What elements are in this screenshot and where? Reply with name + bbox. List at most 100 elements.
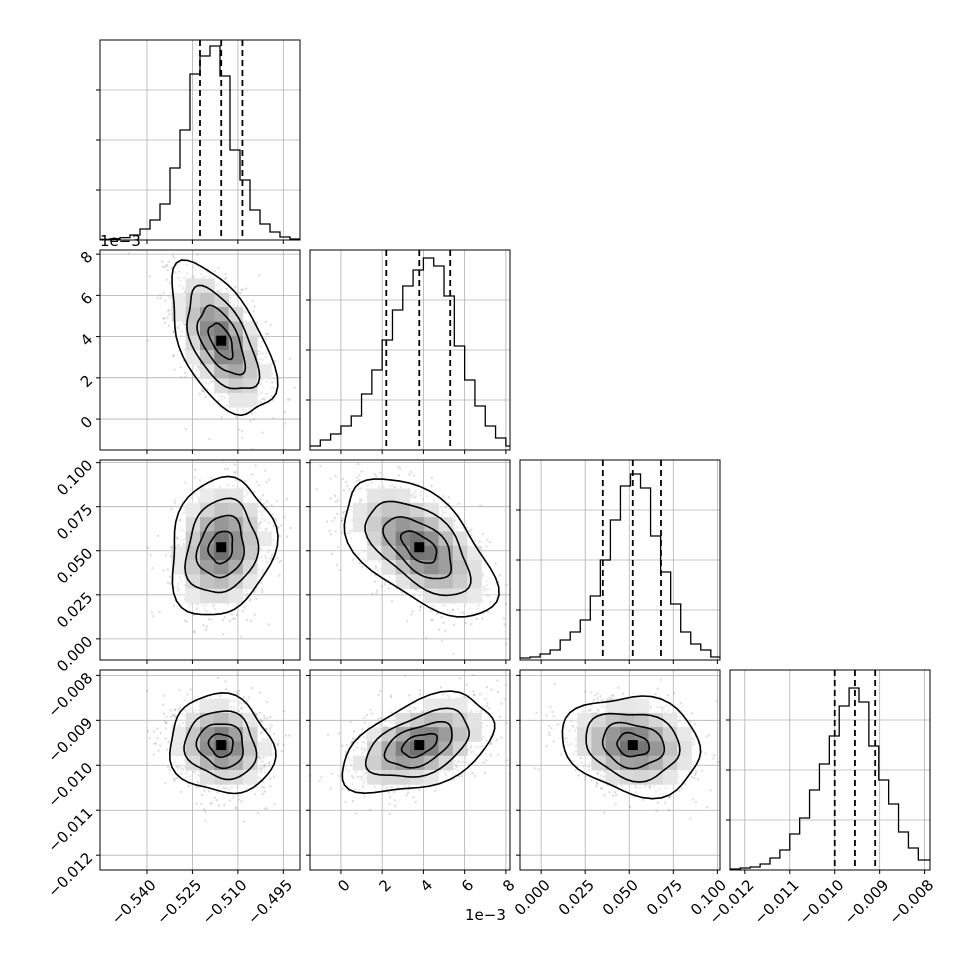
scatter-point <box>195 368 198 372</box>
scatter-point <box>430 618 433 622</box>
scatter-point <box>265 527 268 531</box>
scatter-point <box>375 592 378 595</box>
scatter-point <box>251 473 254 476</box>
scatter-point <box>376 569 379 572</box>
scatter-point <box>285 535 289 538</box>
marginal-panel-3 <box>726 669 931 874</box>
scatter-point <box>183 288 186 292</box>
scatter-point <box>494 562 497 565</box>
scatter-point <box>482 572 485 575</box>
scatter-point <box>176 536 180 539</box>
scatter-point <box>220 398 224 401</box>
scatter-point <box>179 518 183 521</box>
scatter-point <box>271 513 274 516</box>
scatter-point <box>235 690 239 694</box>
scatter-point <box>201 382 204 385</box>
density-cell <box>200 502 215 518</box>
scatter-point <box>463 604 467 607</box>
scatter-point <box>259 382 262 386</box>
scatter-point <box>164 554 167 557</box>
scatter-point <box>217 266 220 269</box>
density-cell <box>200 488 215 504</box>
scatter-point <box>201 389 204 392</box>
peak-marker <box>414 542 425 553</box>
scatter-point <box>432 499 436 502</box>
scatter-point <box>216 290 219 293</box>
scatter-point <box>259 498 262 501</box>
scatter-point <box>189 778 192 781</box>
scatter-point <box>237 602 240 606</box>
scatter-point <box>222 787 226 790</box>
scatter-point <box>307 514 309 516</box>
scatter-point <box>278 560 281 564</box>
scatter-point <box>227 789 230 792</box>
scatter-point <box>252 310 255 313</box>
scatter-point <box>167 260 171 264</box>
density-content <box>146 460 292 638</box>
contour-line <box>195 514 246 579</box>
scatter-point <box>168 768 172 771</box>
scatter-point <box>146 339 149 342</box>
scatter-point <box>224 287 227 290</box>
density-cell <box>214 517 229 532</box>
scatter-point <box>164 299 167 303</box>
scatter-point <box>419 491 422 494</box>
peak-marker <box>216 335 227 346</box>
scatter-point <box>353 454 355 456</box>
scatter-point <box>260 555 263 558</box>
panel-frame <box>99 249 301 451</box>
scatter-point <box>215 799 218 802</box>
scatter-point <box>485 584 488 587</box>
scatter-point <box>177 582 180 586</box>
scatter-point <box>257 522 260 526</box>
scatter-point <box>262 397 266 401</box>
scatter-point <box>209 476 213 479</box>
scatter-point <box>452 519 456 523</box>
scatter-point <box>223 615 226 619</box>
scatter-point <box>346 532 349 535</box>
scatter-point <box>373 472 376 476</box>
scatter-point <box>234 285 237 289</box>
density-cell <box>200 517 215 532</box>
density-cell <box>381 545 397 561</box>
density-cell <box>242 545 258 561</box>
density-cell <box>424 588 439 604</box>
scatter-point <box>173 256 176 260</box>
density-cell <box>242 364 258 379</box>
scatter-point <box>270 557 273 560</box>
scatter-point <box>245 594 248 597</box>
scatter-point <box>269 323 272 327</box>
scatter-point <box>184 428 187 431</box>
scatter-point <box>152 753 155 756</box>
scatter-point <box>177 276 180 280</box>
scatter-point <box>194 709 197 712</box>
scatter-point <box>341 477 345 481</box>
scatter-point <box>234 605 237 608</box>
scatter-point <box>263 764 267 767</box>
scatter-point <box>279 559 282 562</box>
contour-line <box>186 284 261 390</box>
scatter-point <box>441 603 444 606</box>
scatter-point <box>408 473 411 476</box>
scatter-point <box>259 392 263 395</box>
scatter-point <box>187 784 190 788</box>
scatter-point <box>249 419 252 423</box>
scatter-point <box>268 763 272 767</box>
scatter-point <box>244 311 247 314</box>
scatter-point <box>387 587 390 590</box>
scatter-point <box>259 352 263 355</box>
scatter-point <box>197 366 201 369</box>
scatter-point <box>256 811 260 815</box>
scatter-point <box>178 518 181 522</box>
scatter-point <box>273 803 276 806</box>
scatter-point <box>183 323 186 326</box>
scatter-point <box>193 492 197 496</box>
density-cell <box>395 488 411 504</box>
scatter-point <box>437 628 441 632</box>
scatter-point <box>200 793 204 797</box>
contour-line <box>382 516 453 580</box>
scatter-point <box>425 495 429 498</box>
scatter-point <box>181 529 184 532</box>
scatter-point <box>272 524 275 528</box>
density-cell <box>367 488 382 504</box>
